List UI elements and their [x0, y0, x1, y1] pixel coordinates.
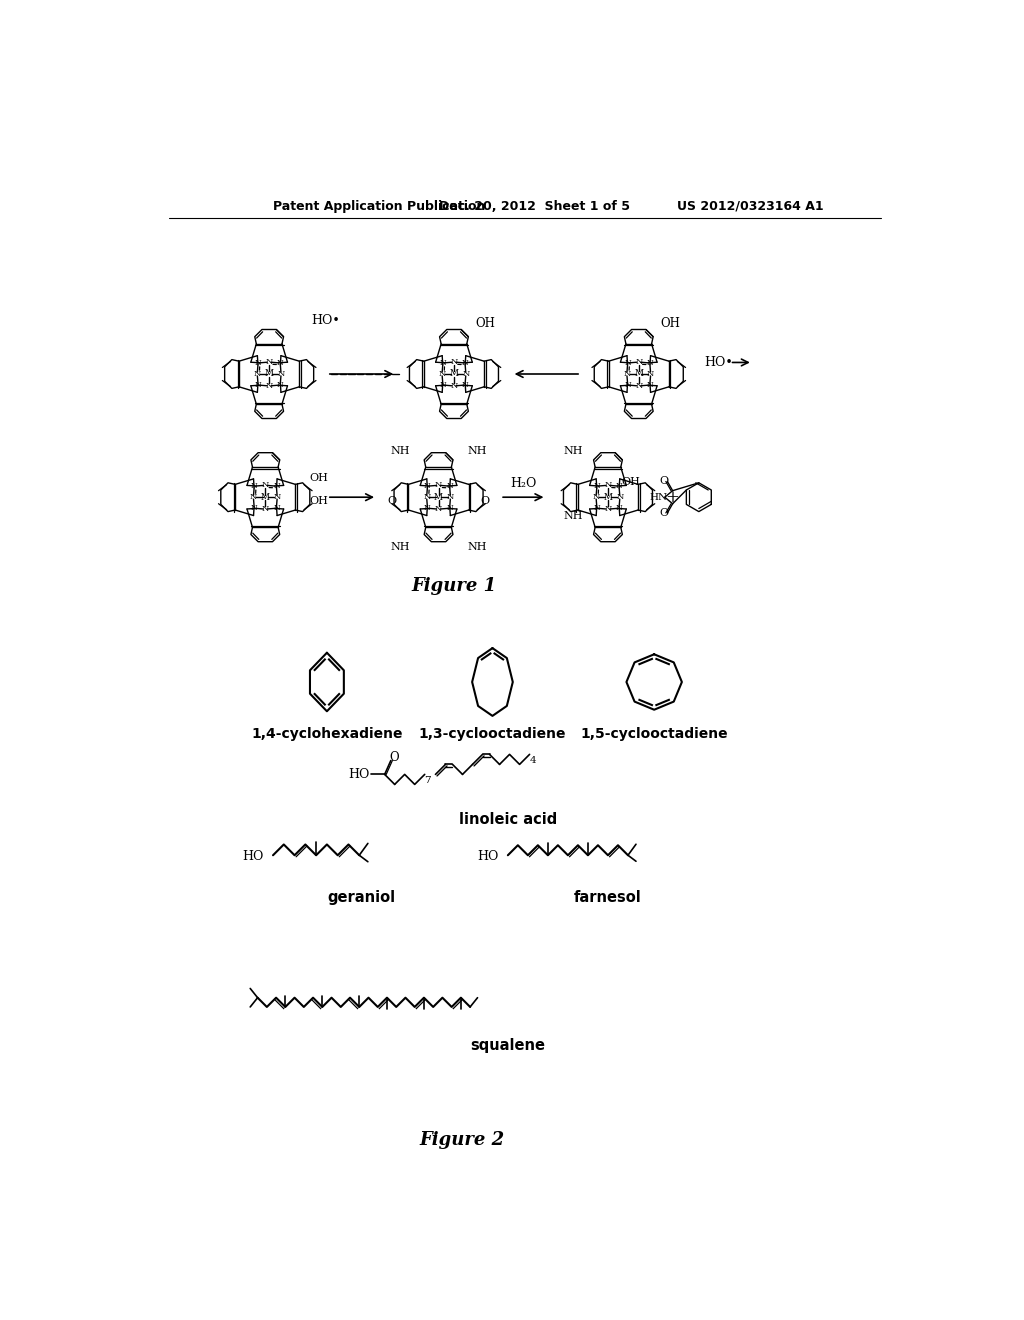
- Text: N: N: [251, 482, 257, 490]
- Text: geraniol: geraniol: [328, 890, 395, 906]
- Text: HO: HO: [348, 768, 370, 781]
- Text: NH: NH: [563, 446, 583, 455]
- Text: OH: OH: [309, 496, 328, 506]
- Text: N: N: [262, 506, 269, 513]
- Text: N: N: [647, 370, 654, 378]
- Text: N: N: [439, 359, 446, 367]
- Text: 7: 7: [425, 776, 431, 785]
- Text: N: N: [265, 381, 272, 389]
- Text: N: N: [604, 482, 611, 490]
- Text: N: N: [446, 504, 454, 512]
- Text: N: N: [625, 381, 631, 389]
- Text: +: +: [665, 488, 679, 506]
- Text: N: N: [265, 358, 272, 366]
- Text: N: N: [593, 504, 600, 512]
- Text: N: N: [604, 506, 611, 513]
- Text: NH: NH: [467, 543, 486, 552]
- Text: 4: 4: [529, 756, 536, 766]
- Text: N: N: [615, 504, 623, 512]
- Text: M: M: [450, 370, 459, 379]
- Text: O: O: [659, 508, 668, 517]
- Text: O: O: [480, 496, 489, 506]
- Text: NH: NH: [390, 446, 410, 455]
- Text: N: N: [255, 359, 261, 367]
- Text: N: N: [624, 370, 631, 378]
- Text: Dec. 20, 2012  Sheet 1 of 5: Dec. 20, 2012 Sheet 1 of 5: [438, 199, 630, 213]
- Text: HN: HN: [649, 492, 668, 502]
- Text: OH: OH: [309, 473, 328, 483]
- Text: OH: OH: [622, 477, 640, 487]
- Text: N: N: [424, 504, 431, 512]
- Text: O: O: [659, 477, 668, 487]
- Text: N: N: [255, 381, 261, 389]
- Text: NH: NH: [467, 446, 486, 455]
- Text: N: N: [435, 506, 442, 513]
- Text: N: N: [635, 381, 642, 389]
- Text: N: N: [616, 494, 624, 502]
- Text: M: M: [603, 492, 612, 502]
- Text: N: N: [439, 381, 446, 389]
- Text: N: N: [273, 494, 281, 502]
- Text: H₂O: H₂O: [510, 477, 537, 490]
- Text: N: N: [462, 359, 469, 367]
- Text: HO•: HO•: [311, 314, 340, 326]
- Text: N: N: [462, 381, 469, 389]
- Text: HO•: HO•: [705, 356, 733, 370]
- Text: N: N: [615, 482, 623, 490]
- Text: Figure 2: Figure 2: [419, 1131, 504, 1150]
- Text: N: N: [435, 482, 442, 490]
- Text: N: N: [451, 358, 458, 366]
- Text: Patent Application Publication: Patent Application Publication: [273, 199, 485, 213]
- Text: O: O: [388, 496, 397, 506]
- Text: HO: HO: [243, 850, 264, 863]
- Text: N: N: [250, 494, 257, 502]
- Text: HO: HO: [477, 850, 499, 863]
- Text: N: N: [278, 370, 285, 378]
- Text: N: N: [646, 381, 653, 389]
- Text: N: N: [254, 370, 261, 378]
- Text: linoleic acid: linoleic acid: [459, 812, 557, 826]
- Text: US 2012/0323164 A1: US 2012/0323164 A1: [677, 199, 824, 213]
- Text: N: N: [635, 358, 642, 366]
- Text: 1,3-cyclooctadiene: 1,3-cyclooctadiene: [419, 727, 566, 742]
- Text: N: N: [251, 504, 257, 512]
- Text: M: M: [634, 370, 643, 379]
- Text: N: N: [276, 381, 284, 389]
- Text: OH: OH: [475, 317, 496, 330]
- Text: NH: NH: [563, 511, 583, 521]
- Text: N: N: [423, 494, 430, 502]
- Text: Figure 1: Figure 1: [412, 577, 497, 595]
- Text: N: N: [276, 359, 284, 367]
- Text: N: N: [446, 494, 454, 502]
- Text: N: N: [451, 381, 458, 389]
- Text: N: N: [646, 359, 653, 367]
- Text: M: M: [261, 492, 270, 502]
- Text: N: N: [273, 482, 280, 490]
- Text: 1,5-cyclooctadiene: 1,5-cyclooctadiene: [581, 727, 728, 742]
- Text: N: N: [625, 359, 631, 367]
- Text: O: O: [389, 751, 398, 764]
- Text: N: N: [593, 482, 600, 490]
- Text: OH: OH: [660, 317, 680, 330]
- Text: 1,4-cyclohexadiene: 1,4-cyclohexadiene: [251, 727, 402, 742]
- Text: N: N: [424, 482, 431, 490]
- Text: N: N: [593, 494, 600, 502]
- Text: squalene: squalene: [470, 1038, 546, 1053]
- Text: farnesol: farnesol: [574, 890, 642, 906]
- Text: N: N: [438, 370, 445, 378]
- Text: NH: NH: [390, 543, 410, 552]
- Text: M: M: [434, 492, 443, 502]
- Text: N: N: [262, 482, 269, 490]
- Text: N: N: [446, 482, 454, 490]
- Text: M: M: [264, 370, 273, 379]
- Text: N: N: [273, 504, 280, 512]
- Text: N: N: [462, 370, 469, 378]
